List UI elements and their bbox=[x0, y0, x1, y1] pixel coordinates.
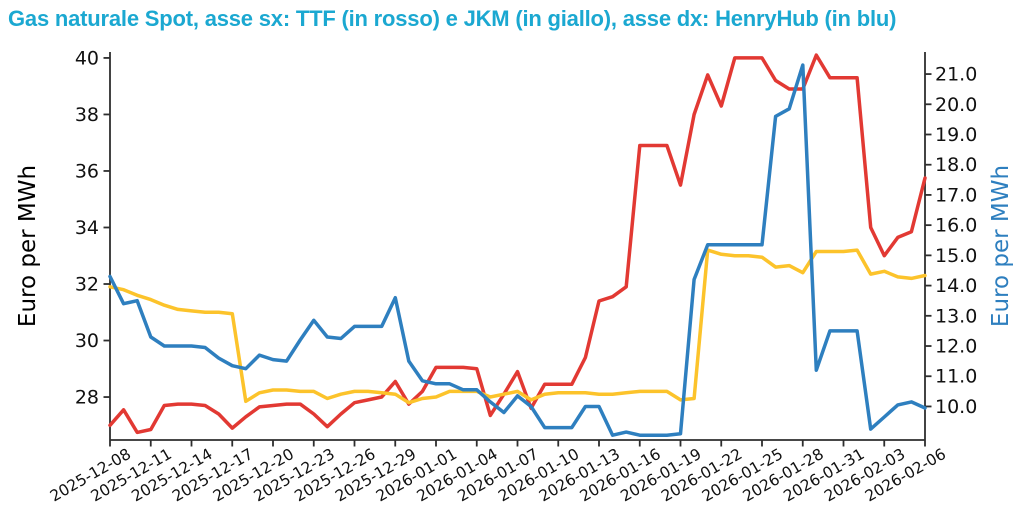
ttf-line bbox=[108, 53, 927, 435]
y-tick-label-left: 38 bbox=[75, 104, 99, 126]
y-tick-label-left: 32 bbox=[75, 274, 99, 296]
y-tick-label-right: 20.0 bbox=[935, 94, 977, 116]
y-tick-label-right: 14.0 bbox=[935, 275, 977, 297]
y-tick-label-right: 12.0 bbox=[935, 336, 977, 358]
jkm-line bbox=[108, 248, 927, 405]
y-tick-label-left: 30 bbox=[75, 330, 99, 352]
y-tick-label-right: 10.0 bbox=[935, 396, 977, 418]
henryhub-line bbox=[108, 63, 927, 437]
y-tick-label-right: 17.0 bbox=[935, 184, 977, 206]
y-tick-label-right: 18.0 bbox=[935, 154, 977, 176]
y-tick-label-right: 11.0 bbox=[935, 366, 977, 388]
y-tick-label-left: 40 bbox=[75, 47, 99, 69]
y-tick-label-right: 13.0 bbox=[935, 305, 977, 327]
y-tick-label-right: 21.0 bbox=[935, 64, 977, 86]
y-tick-label-left: 36 bbox=[75, 160, 99, 182]
y-tick-label-left: 28 bbox=[75, 387, 99, 409]
y-tick-label-right: 16.0 bbox=[935, 215, 977, 237]
y-tick-label-left: 34 bbox=[75, 217, 99, 239]
y-tick-label-right: 15.0 bbox=[935, 245, 977, 267]
chart-title: Gas naturale Spot, asse sx: TTF (in ross… bbox=[8, 6, 897, 31]
y-tick-label-right: 19.0 bbox=[935, 124, 977, 146]
